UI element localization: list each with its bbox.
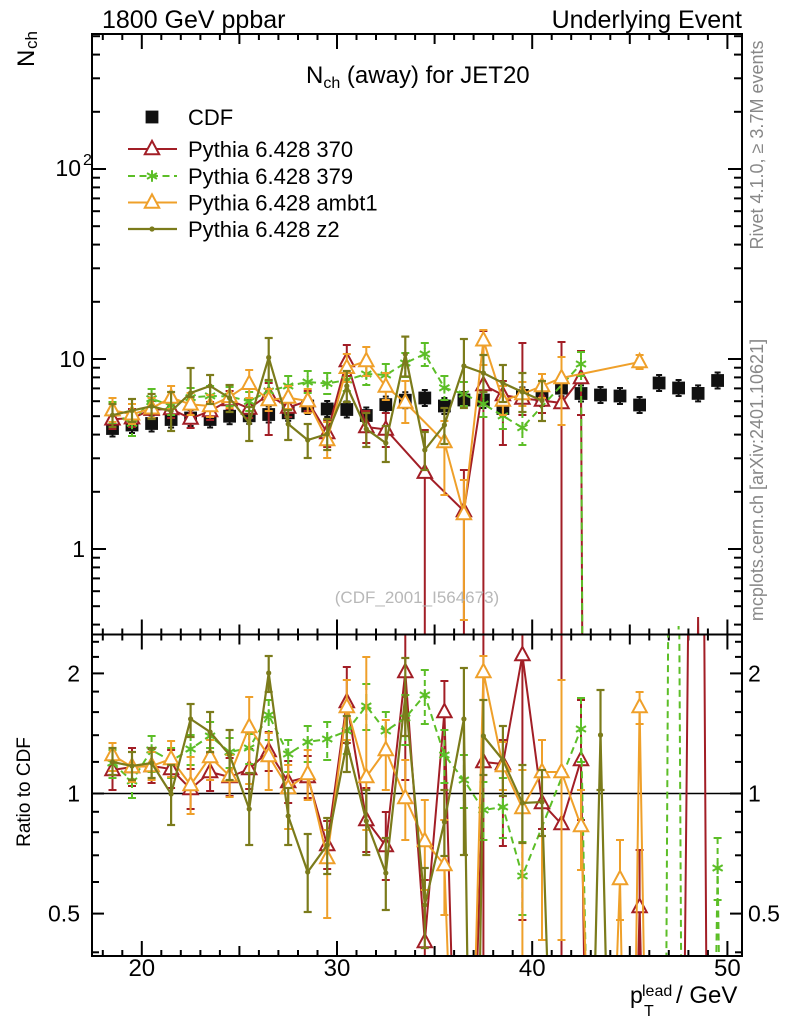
svg-text:1: 1 bbox=[748, 781, 761, 807]
svg-text:Pythia 6.428 ambt1: Pythia 6.428 ambt1 bbox=[188, 191, 378, 216]
svg-text:0.5: 0.5 bbox=[748, 901, 780, 927]
svg-text:Pythia 6.428 370: Pythia 6.428 370 bbox=[188, 137, 353, 162]
svg-text:2: 2 bbox=[748, 660, 761, 686]
svg-text:N: N bbox=[13, 50, 40, 67]
svg-text:lead: lead bbox=[642, 983, 672, 1000]
svg-text:Ratio to CDF: Ratio to CDF bbox=[14, 737, 35, 847]
svg-text:2: 2 bbox=[67, 660, 80, 686]
svg-text:Pythia 6.428 z2: Pythia 6.428 z2 bbox=[188, 217, 340, 242]
svg-text:Rivet 4.1.0, ≥ 3.7M events: Rivet 4.1.0, ≥ 3.7M events bbox=[747, 41, 767, 250]
svg-text:10: 10 bbox=[55, 155, 81, 181]
svg-text:Nch (away) for JET20: Nch (away) for JET20 bbox=[306, 62, 530, 92]
svg-text:20: 20 bbox=[128, 955, 155, 982]
svg-text:T: T bbox=[644, 1003, 654, 1020]
svg-text:30: 30 bbox=[324, 955, 351, 982]
svg-text:mcplots.cern.ch [arXiv:2401.10: mcplots.cern.ch [arXiv:2401.10621] bbox=[747, 339, 767, 621]
svg-text:CDF: CDF bbox=[188, 105, 233, 130]
svg-text:10: 10 bbox=[59, 346, 85, 372]
svg-text:1800 GeV ppbar: 1800 GeV ppbar bbox=[102, 6, 285, 34]
svg-text:Underlying Event: Underlying Event bbox=[552, 6, 742, 34]
svg-text:0.5: 0.5 bbox=[48, 901, 80, 927]
svg-text:2: 2 bbox=[83, 152, 92, 169]
svg-text:1: 1 bbox=[72, 536, 85, 562]
svg-text:50: 50 bbox=[714, 955, 741, 982]
svg-text:/ GeV: / GeV bbox=[676, 982, 737, 1009]
svg-text:p: p bbox=[630, 982, 643, 1008]
svg-text:1: 1 bbox=[67, 781, 80, 807]
svg-text:Pythia 6.428 379: Pythia 6.428 379 bbox=[188, 164, 353, 189]
svg-text:(CDF_2001_I564673): (CDF_2001_I564673) bbox=[335, 588, 499, 607]
svg-text:ch: ch bbox=[22, 31, 41, 49]
svg-text:40: 40 bbox=[519, 955, 546, 982]
